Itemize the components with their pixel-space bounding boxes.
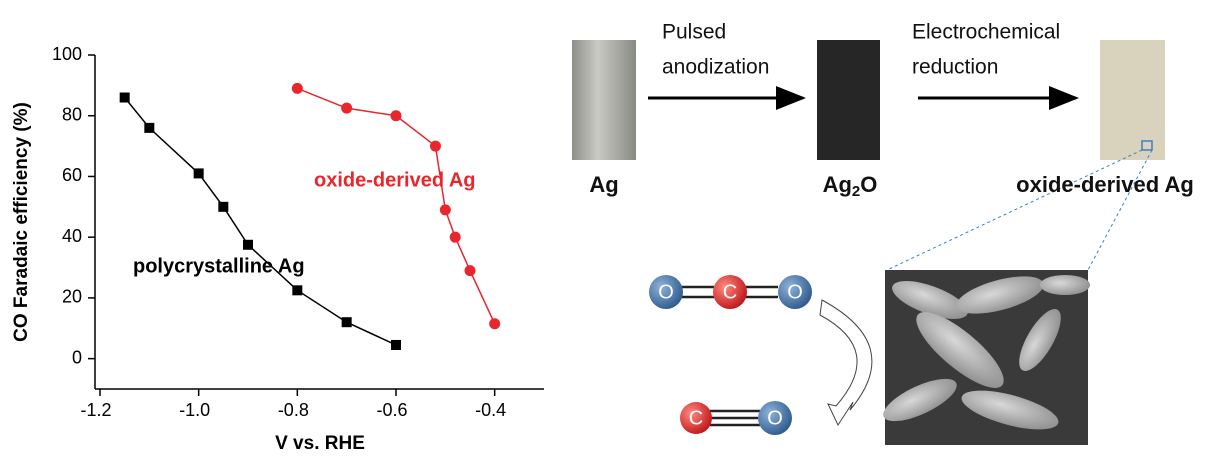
ag2o-photo (817, 40, 880, 160)
marker (439, 204, 451, 216)
step-label: Electrochemical (912, 21, 1060, 44)
marker (429, 140, 441, 152)
atom-label: C (689, 407, 703, 429)
series-line (124, 97, 397, 346)
atom-label: C (723, 281, 737, 303)
sample-label: Ag (589, 172, 618, 197)
y-tick-label: 40 (62, 226, 82, 246)
marker (218, 201, 229, 212)
ag-photo (572, 40, 636, 160)
step-label: anodization (662, 56, 769, 79)
y-axis-label: CO Faradaic efficiency (%) (11, 102, 32, 342)
marker (489, 318, 501, 330)
process-diagram: Pulsed anodization Electrochemical reduc… (572, 21, 1194, 445)
x-tick-label: -0.8 (278, 400, 309, 420)
reaction-arrow (819, 299, 873, 427)
co2-molecule: O C O (649, 275, 812, 309)
sample-label: oxide-derived Ag (1016, 172, 1194, 197)
x-axis-label: V vs. RHE (275, 433, 365, 454)
marker (341, 317, 352, 328)
sample-label-part: O (860, 172, 877, 197)
step-label: reduction (912, 56, 998, 79)
marker (341, 102, 353, 114)
sem-image (883, 270, 1090, 445)
marker (390, 110, 402, 122)
x-tick-label: -0.4 (475, 400, 506, 420)
series-label: oxide-derived Ag (314, 169, 476, 191)
zoom-box (1141, 140, 1153, 151)
series-label: polycrystalline Ag (133, 255, 305, 277)
atom-label: O (767, 407, 783, 429)
y-tick-label: 60 (62, 165, 82, 185)
y-tick-label: 0 (72, 347, 82, 367)
sample-label-part: Ag (823, 172, 852, 197)
marker (291, 82, 303, 94)
x-tick-label: -0.6 (376, 400, 407, 420)
marker (193, 168, 204, 179)
sample-label: Ag2O (823, 172, 878, 200)
x-tick-label: -1.0 (179, 400, 210, 420)
y-tick-label: 80 (62, 104, 82, 124)
x-tick-label: -1.2 (80, 400, 111, 420)
od-ag-photo (1100, 40, 1165, 160)
atom-label: O (658, 281, 674, 303)
step-label: Pulsed (662, 21, 726, 44)
y-tick-label: 20 (62, 287, 82, 307)
chart: CO Faradaic efficiency (%) V vs. RHE 0 20… (11, 44, 544, 454)
atom-label: O (787, 281, 803, 303)
marker (119, 92, 130, 103)
marker (449, 231, 461, 243)
marker (292, 285, 303, 296)
co-molecule: C O (680, 401, 792, 435)
marker (391, 339, 401, 350)
zoom-line (1087, 149, 1153, 271)
marker (464, 265, 476, 277)
y-tick-label: 100 (52, 44, 82, 64)
sample-label-sub: 2 (852, 183, 860, 200)
marker (144, 122, 155, 133)
series-line (297, 87, 496, 325)
zoom-line (886, 149, 1143, 271)
marker (243, 239, 253, 250)
